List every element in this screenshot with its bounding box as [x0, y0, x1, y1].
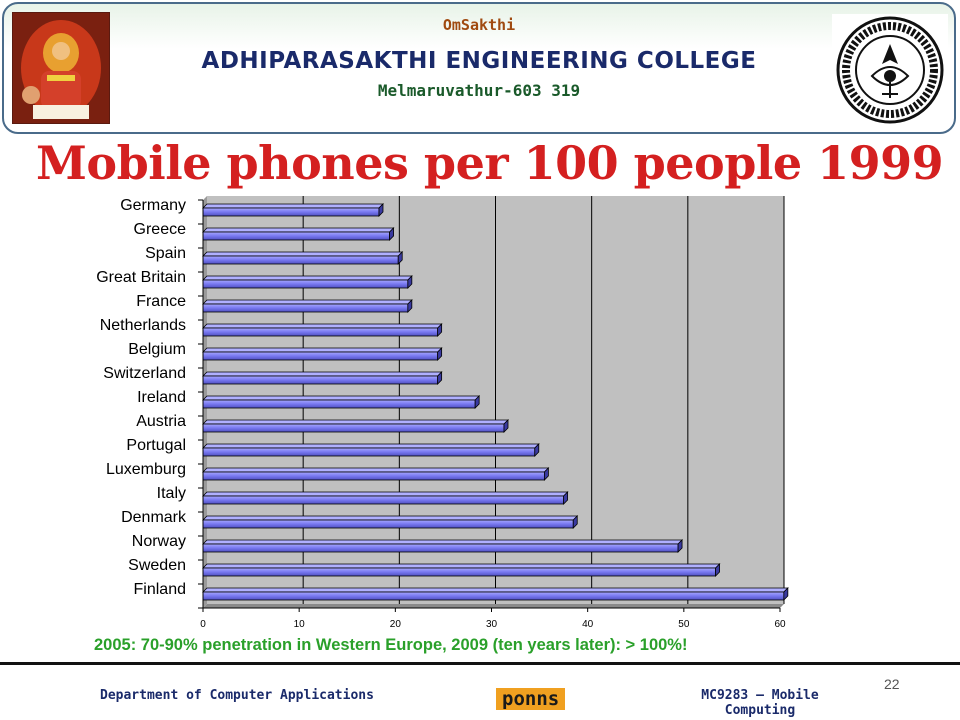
bar-greece [202, 227, 395, 241]
bar-ireland [202, 395, 481, 409]
x-tick-label: 60 [774, 619, 786, 630]
x-tick-label: 30 [486, 619, 498, 630]
footer-brand: ponns [496, 688, 566, 710]
college-seal-logo [832, 14, 948, 128]
x-tick-label: 20 [390, 619, 402, 630]
bar-finland [202, 587, 789, 601]
category-label: Greece [134, 221, 187, 238]
category-label: Sweden [128, 557, 186, 574]
org-small-title: OmSakthi [442, 16, 516, 34]
bar-germany [202, 203, 384, 217]
category-label: Luxemburg [106, 461, 186, 478]
x-tick-label: 0 [200, 619, 206, 630]
x-tick-label: 10 [294, 619, 306, 630]
bar-austria [202, 419, 509, 433]
slide-title: Mobile phones per 100 people 1999 [36, 136, 944, 190]
deity-portrait-logo [12, 12, 110, 124]
bar-netherlands [202, 323, 443, 337]
x-tick-label: 50 [678, 619, 690, 630]
footer-divider [0, 662, 960, 665]
page-number: 22 [884, 676, 900, 692]
bar-denmark [202, 515, 579, 529]
bar-norway [202, 539, 684, 553]
bar-italy [202, 491, 569, 505]
category-label: Great Britain [96, 269, 186, 286]
bar-belgium [202, 347, 443, 361]
category-label: Switzerland [103, 365, 186, 382]
category-label: Germany [120, 197, 186, 214]
category-label: Spain [145, 245, 186, 262]
bar-chart: Germany Greece Spain Great Britain France Net… [96, 196, 789, 630]
bar-spain [202, 251, 404, 265]
category-label: Belgium [128, 341, 186, 358]
category-label: France [136, 293, 186, 310]
chart-footnote: 2005: 70-90% penetration in Western Euro… [94, 636, 688, 654]
bar-sweden [202, 563, 721, 577]
bar-luxemburg [202, 467, 550, 481]
category-label: Denmark [121, 509, 187, 526]
category-label: Ireland [137, 389, 186, 406]
bar-switzerland [202, 371, 443, 385]
x-tick-label: 40 [582, 619, 594, 630]
plot-floor [203, 604, 784, 608]
category-label: Italy [157, 485, 186, 502]
college-location: Melmaruvathur-603 319 [377, 81, 581, 100]
footer-department: Department of Computer Applications [100, 688, 374, 703]
category-label: Finland [134, 581, 186, 598]
category-label: Portugal [126, 437, 186, 454]
category-label: Netherlands [100, 317, 186, 334]
bar-great-britain [202, 275, 413, 289]
footer-course: MC9283 – Mobile Computing [701, 688, 819, 718]
college-name: ADHIPARASAKTHI ENGINEERING COLLEGE [201, 48, 757, 74]
college-header-banner: OmSakthi ADHIPARASAKTHI ENGINEERING COLL… [2, 2, 956, 134]
category-label: Norway [132, 533, 186, 550]
bar-portugal [202, 443, 540, 457]
bar-france [202, 299, 413, 313]
category-label: Austria [136, 413, 186, 430]
